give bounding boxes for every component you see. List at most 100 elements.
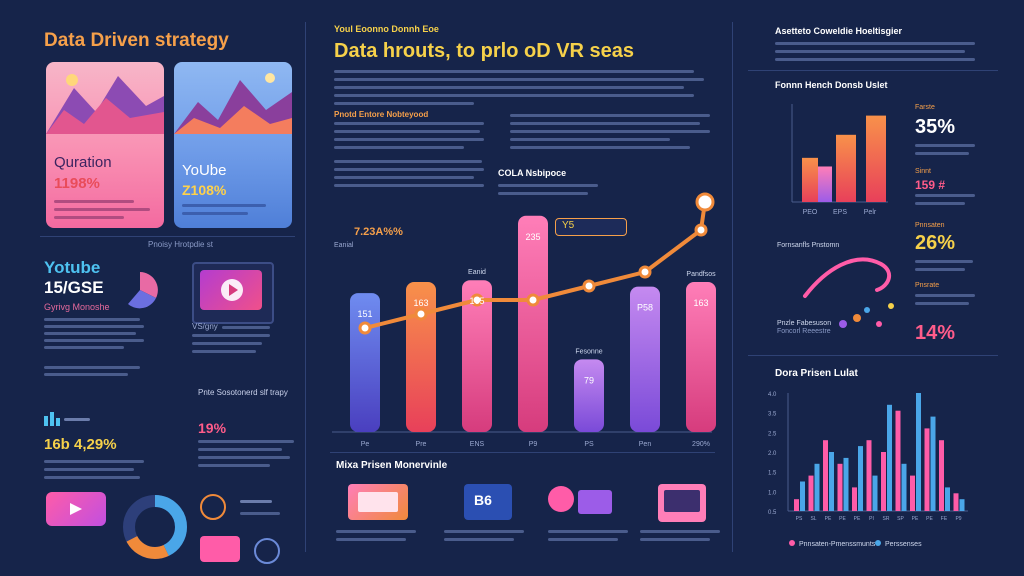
- stat4-value: 14%: [915, 322, 956, 344]
- pink-card-icon[interactable]: [200, 536, 240, 562]
- x-tick-label: 290%: [692, 441, 710, 448]
- annotation-box: 7.23A%%: [336, 222, 426, 244]
- right-bar-chart-2: 4.0 3.5 2.5 2.0 1.5 1.0 0.5 PS SL PE PE PE PI SR SP PE…: [768, 392, 968, 522]
- bottom-tile-3[interactable]: [548, 482, 616, 520]
- bar-series-a: [866, 440, 872, 511]
- bar-value-label: P58: [637, 303, 653, 313]
- x-tick-label: SR: [883, 516, 890, 522]
- bar-series-a: [823, 440, 828, 511]
- annotation-sub: Eanial: [334, 242, 354, 249]
- youtube-label: YoUbe: [182, 162, 227, 179]
- legend-b-label: Perssenses: [885, 541, 922, 548]
- left-panel: Data Driven strategy Quration 1198% YoUb…: [40, 22, 300, 564]
- divider-right: [732, 22, 733, 552]
- x-tick-label: Pre: [416, 441, 427, 448]
- line-point: [358, 321, 372, 335]
- bar-top-label: Fesonne: [575, 348, 602, 355]
- x-tick-label: ENS: [470, 441, 485, 448]
- bar-series-b: [945, 487, 950, 511]
- y-tick-label: 1.5: [768, 471, 777, 477]
- main-bar-line-chart: 151 Pe 163 Pre 165 ENS Eanid 235 P9 79 PS Fesonne P5…: [332, 192, 716, 448]
- bottom-tile-2[interactable]: B6: [464, 484, 512, 520]
- line-point: [582, 279, 596, 293]
- mid-value: 16b 4,29%: [44, 436, 117, 453]
- bar-Pen: [630, 286, 660, 432]
- quration-value: 1198%: [54, 175, 100, 192]
- divider-left-h1: [40, 236, 295, 237]
- x-tick-label: FE: [941, 516, 948, 522]
- x-tick-label: PS: [584, 441, 594, 448]
- line-point: [526, 293, 540, 307]
- right-header: Asetteto Coweldie Hoeltisgier: [775, 26, 903, 36]
- x-tick-label: PE: [825, 516, 832, 522]
- sub-heading: Pnotd Entore Nobteyood: [334, 110, 429, 119]
- line-point: [694, 223, 708, 237]
- line-point: [638, 265, 652, 279]
- scatter-label2: Pnzle Fabesuson: [777, 320, 832, 327]
- annotation-value: 7.23A%%: [354, 226, 403, 238]
- media-icon-tile[interactable]: [46, 492, 106, 526]
- x-tick-label: PE: [926, 516, 933, 522]
- scatter-label3: Foncorl Reeestre: [777, 328, 831, 335]
- bar-value-label: 235: [525, 232, 540, 242]
- pct-value: 19%: [198, 420, 227, 436]
- yt-title: Yotube: [44, 258, 101, 277]
- small-bar-icon: [44, 412, 60, 426]
- bottom-tile-1[interactable]: [348, 484, 408, 520]
- divider-right-top: [748, 70, 998, 71]
- bar-series-b: [916, 393, 921, 511]
- right-tick-label: PEO: [803, 209, 818, 216]
- right-bar-chart-1: PEO EPS Pelr: [791, 104, 888, 216]
- bar-series-b: [829, 452, 834, 511]
- right-tick-label: EPS: [833, 209, 847, 216]
- x-tick-label: Pen: [639, 441, 652, 448]
- video-player-tile[interactable]: [192, 262, 274, 324]
- y-tick-label: 3.5: [768, 412, 777, 418]
- x-tick-label: PE: [912, 516, 919, 522]
- bar-series-a: [808, 475, 814, 511]
- bar-series-a: [881, 452, 886, 511]
- divider-center-bottom: [330, 452, 715, 453]
- bar-Pre: [406, 282, 436, 432]
- stat3-value: 26%: [915, 232, 956, 254]
- line-point: [414, 307, 428, 321]
- right-bar: [866, 115, 886, 202]
- callout-label: Y5: [562, 220, 575, 231]
- x-tick-label: P9: [955, 516, 961, 522]
- scatter-label: Fornsanfls Pnstomn: [777, 242, 840, 249]
- callout-badge: Y5: [555, 218, 627, 236]
- y-tick-label: 4.0: [768, 392, 777, 398]
- yt-value: 15/GSE: [44, 278, 104, 297]
- globe-icon: [254, 538, 280, 564]
- bar-series-b: [858, 446, 863, 511]
- chart1-title: Fonnn Hench Donsb Uslet: [775, 80, 888, 90]
- bar-PS: [574, 359, 604, 432]
- bar-series-a: [910, 475, 915, 511]
- bar-P9: [518, 215, 548, 432]
- left-title: Data Driven strategy: [44, 30, 229, 51]
- y-tick-label: 1.0: [768, 490, 777, 496]
- youtube-card[interactable]: YoUbe Z108%: [174, 62, 292, 228]
- quration-card[interactable]: Quration 1198%: [46, 62, 164, 228]
- right-tick-label: Pelr: [864, 209, 877, 216]
- bar-series-a: [939, 440, 944, 511]
- quration-label: Quration: [54, 154, 112, 171]
- bottom-tile-4[interactable]: [658, 484, 706, 522]
- chart2-title: Dora Prisen Lulat: [775, 368, 858, 379]
- legend-a: Pnnsaten-Pmenssmunts: [789, 540, 875, 548]
- bar-series-a: [794, 499, 799, 511]
- bar-series-a: [852, 487, 857, 511]
- y-tick-label: 2.5: [768, 431, 777, 437]
- pie-chart-icon: [128, 272, 158, 309]
- bar-series-b: [814, 463, 820, 511]
- divider-right-mid: [748, 355, 998, 356]
- bar-ENS: [462, 280, 492, 432]
- bar-series-b: [887, 404, 892, 511]
- right-panel: Asetteto Coweldie Hoeltisgier Fonnn Henc…: [745, 22, 1005, 552]
- x-tick-label: PI: [869, 516, 874, 522]
- center-panel: Youl Eoonno Donnh Eoe Data hrouts, to pr…: [318, 22, 723, 552]
- target-icon: [200, 494, 226, 520]
- x-tick-label: PE: [839, 516, 846, 522]
- x-tick-label: P9: [529, 441, 538, 448]
- donut-chart: [123, 495, 187, 559]
